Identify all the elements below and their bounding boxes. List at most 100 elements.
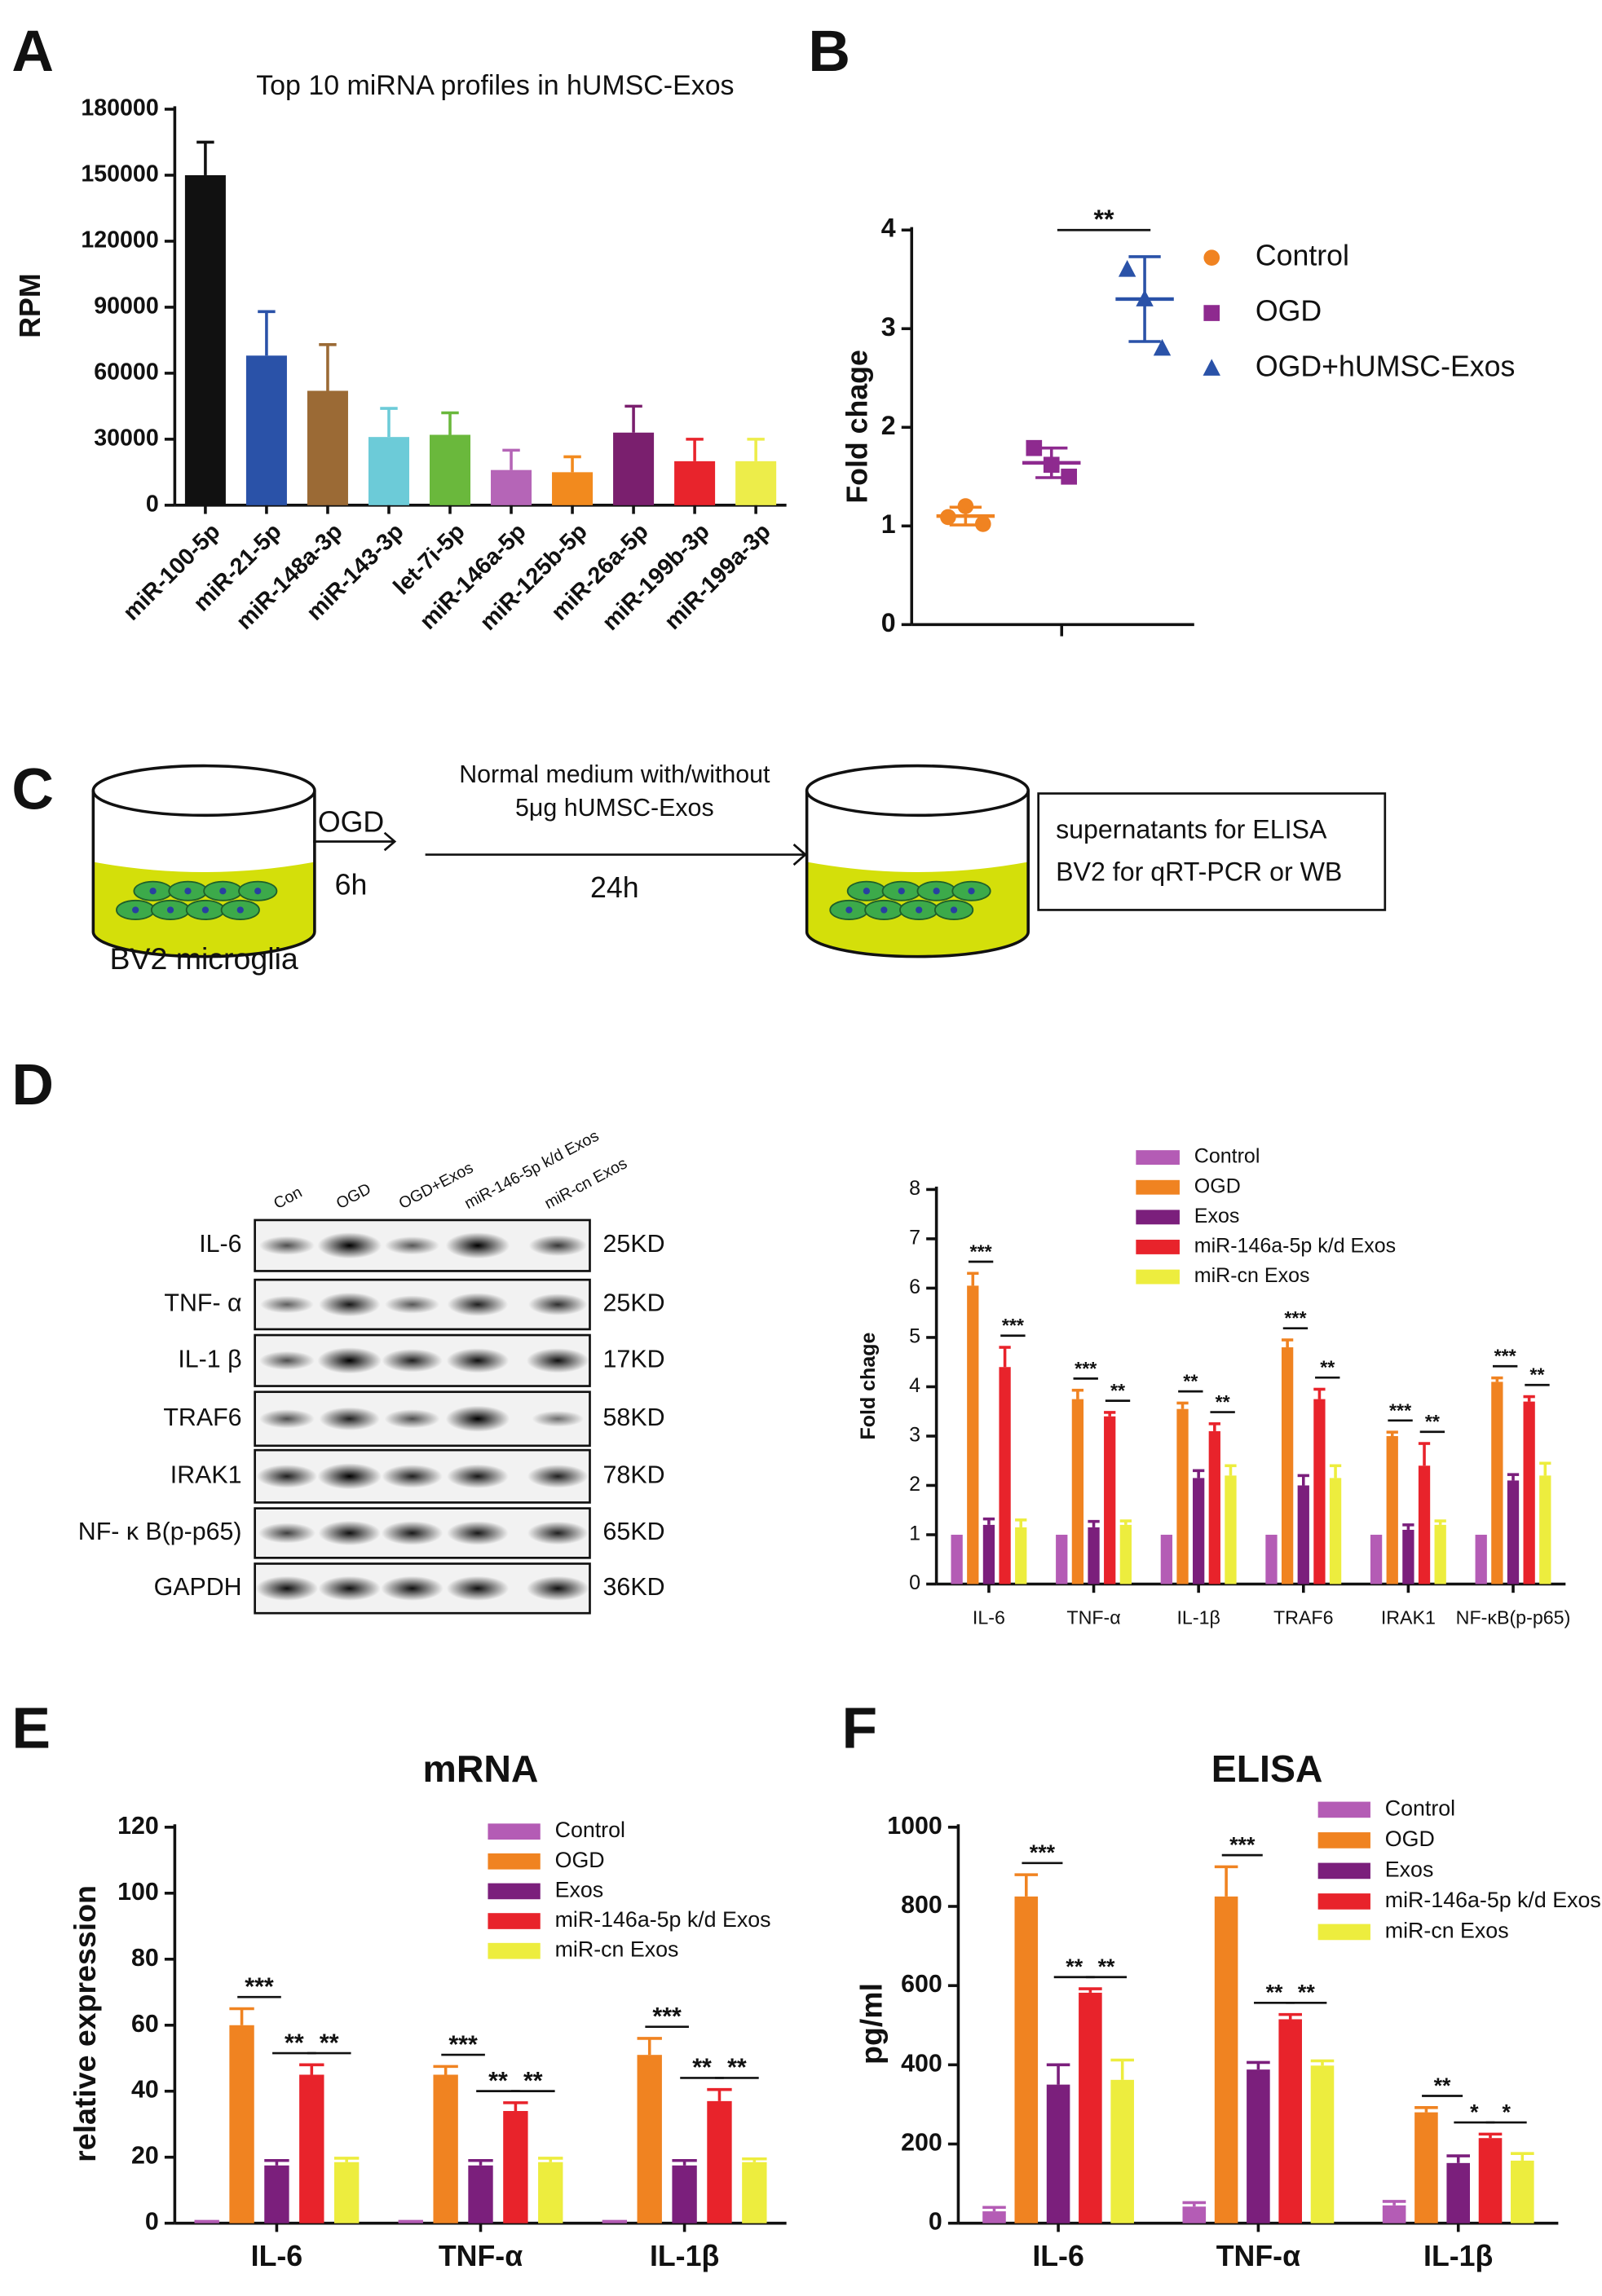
point bbox=[974, 516, 991, 532]
point bbox=[1153, 338, 1172, 356]
cell-nucleus bbox=[845, 906, 853, 914]
panel-label: E bbox=[11, 1696, 51, 1761]
blot-band bbox=[528, 1235, 587, 1257]
lane-label: Con bbox=[271, 1183, 305, 1213]
error-bar bbox=[258, 310, 276, 356]
size-label: 17KD bbox=[603, 1346, 665, 1373]
bar bbox=[184, 174, 226, 505]
bar bbox=[1402, 1529, 1414, 1584]
error-bar bbox=[299, 2063, 324, 2075]
error-bar bbox=[264, 2158, 289, 2166]
bar bbox=[1475, 1534, 1487, 1584]
bar bbox=[1281, 1347, 1294, 1584]
legend-label: OGD bbox=[555, 1848, 605, 1872]
cell-nucleus bbox=[236, 906, 244, 914]
error-bar bbox=[949, 505, 982, 527]
bar bbox=[742, 2162, 767, 2223]
bar bbox=[1511, 2160, 1534, 2223]
panel-label: C bbox=[11, 756, 54, 822]
bar bbox=[299, 2074, 324, 2223]
cell-nucleus bbox=[950, 906, 958, 914]
y-axis-label: relative expression bbox=[68, 1885, 102, 2162]
legend-label: miR-cn Exos bbox=[555, 1937, 679, 1962]
y-tick-label: 2 bbox=[909, 1473, 920, 1496]
y-tick-label: 8 bbox=[909, 1177, 920, 1200]
y-tick-label: 0 bbox=[929, 2209, 942, 2236]
protein-label: IRAK1 bbox=[170, 1461, 242, 1488]
significance-label: ** bbox=[523, 2068, 543, 2095]
panel-label: F bbox=[842, 1696, 878, 1761]
blot-band bbox=[382, 1349, 443, 1373]
legend-label: miR-146a-5p k/d Exos bbox=[555, 1907, 771, 1932]
x-tick-label: IL-6 bbox=[251, 2240, 303, 2272]
error-bar bbox=[1329, 1464, 1342, 1479]
blot-band bbox=[526, 1575, 589, 1602]
legend-swatch bbox=[1317, 1832, 1370, 1849]
significance-label: *** bbox=[1229, 1832, 1256, 1857]
blot-band bbox=[446, 1348, 510, 1373]
significance-label: ** bbox=[1183, 1371, 1198, 1392]
error-bar bbox=[1386, 1430, 1398, 1436]
y-tick-label: 30000 bbox=[94, 425, 158, 451]
point bbox=[1118, 260, 1136, 277]
cell-nucleus bbox=[968, 888, 975, 895]
blot-band bbox=[385, 1236, 439, 1255]
cell-nucleus bbox=[880, 906, 888, 914]
bar bbox=[1310, 2065, 1335, 2223]
bar bbox=[1225, 1475, 1237, 1584]
error-bar bbox=[441, 411, 459, 435]
x-tick-label: IRAK1 bbox=[1381, 1607, 1436, 1628]
bar bbox=[982, 2211, 1006, 2223]
error-bar bbox=[319, 343, 337, 391]
blot-band bbox=[258, 1409, 315, 1429]
chart-title: mRNA bbox=[423, 1747, 539, 1790]
bar bbox=[999, 1367, 1011, 1584]
bar bbox=[674, 461, 716, 505]
cell-nucleus bbox=[898, 888, 905, 895]
significance-label: ** bbox=[320, 2029, 339, 2056]
bar bbox=[1015, 1527, 1027, 1584]
significance-label: ** bbox=[1266, 1981, 1283, 2005]
bar bbox=[735, 461, 777, 505]
error-bar bbox=[1310, 2059, 1335, 2066]
significance-label: *** bbox=[1284, 1307, 1307, 1329]
bar bbox=[637, 2055, 662, 2223]
cell-nucleus bbox=[254, 888, 262, 895]
legend-label: Exos bbox=[1194, 1205, 1240, 1227]
error-bar bbox=[672, 2158, 697, 2166]
legend-swatch bbox=[1136, 1150, 1180, 1166]
legend-label: OGD+hUMSC-Exos bbox=[1256, 350, 1516, 382]
legend-label: Control bbox=[1194, 1145, 1260, 1168]
panel-label: B bbox=[808, 19, 850, 84]
error-bar bbox=[982, 1517, 995, 1525]
bar bbox=[1313, 1399, 1326, 1584]
legend-label: miR-cn Exos bbox=[1194, 1264, 1310, 1287]
significance-label: ** bbox=[1098, 1954, 1115, 1979]
bar bbox=[602, 2219, 628, 2223]
significance-label: *** bbox=[652, 2003, 682, 2030]
error-bar bbox=[538, 2157, 563, 2162]
y-tick-label: 180000 bbox=[81, 95, 158, 121]
error-bar bbox=[707, 2087, 732, 2101]
error-bar bbox=[502, 448, 520, 470]
error-bar bbox=[1110, 2058, 1134, 2080]
legend-swatch bbox=[1136, 1210, 1180, 1225]
bar bbox=[1414, 2112, 1438, 2223]
y-tick-label: 1 bbox=[881, 509, 896, 539]
error-bar bbox=[196, 140, 214, 175]
y-tick-label: 2 bbox=[881, 411, 896, 440]
significance-label: *** bbox=[1075, 1358, 1097, 1379]
legend-label: Control bbox=[1256, 240, 1349, 272]
bar bbox=[333, 2162, 360, 2223]
protein-label: IL-6 bbox=[199, 1231, 241, 1258]
cell-nucleus bbox=[916, 906, 923, 914]
error-bar bbox=[1214, 1865, 1238, 1897]
legend-swatch bbox=[1317, 1801, 1370, 1818]
significance-label: ** bbox=[1425, 1411, 1441, 1432]
legend-label: Exos bbox=[555, 1877, 604, 1902]
cell-nucleus bbox=[132, 906, 139, 914]
bar bbox=[1491, 1382, 1503, 1584]
error-bar bbox=[1035, 446, 1068, 479]
blot-band bbox=[526, 1348, 589, 1373]
